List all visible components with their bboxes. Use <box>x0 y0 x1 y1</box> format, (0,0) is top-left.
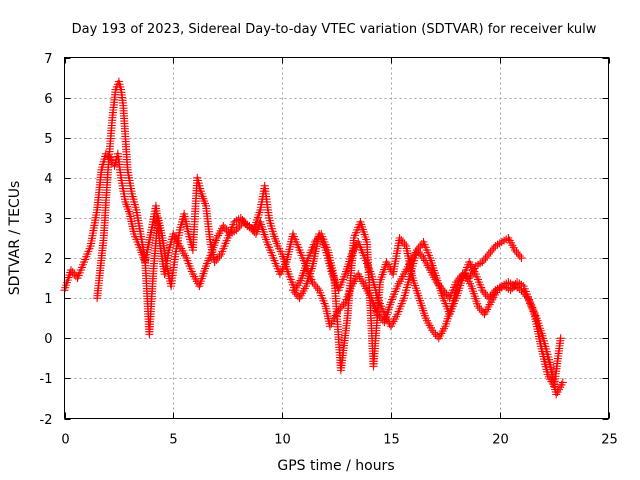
data-point <box>215 252 224 261</box>
x-tick-label: 10 <box>274 433 291 448</box>
data-point <box>339 300 348 309</box>
data-point <box>311 282 320 291</box>
data-point <box>517 254 526 263</box>
data-point <box>398 238 407 247</box>
data-point <box>68 268 77 277</box>
y-tick-label: -2 <box>40 413 53 428</box>
data-point <box>416 250 425 259</box>
data-point <box>514 250 523 259</box>
y-tick-label: 5 <box>44 132 52 147</box>
x-tick-label: 5 <box>169 433 177 448</box>
data-point <box>397 236 406 245</box>
axis-ticks <box>64 57 610 420</box>
data-point <box>522 292 531 301</box>
data-point <box>477 306 486 315</box>
data-point <box>236 213 245 222</box>
data-point <box>520 290 529 299</box>
data-point <box>220 223 229 232</box>
data-point <box>219 221 228 230</box>
data-point <box>240 217 249 226</box>
y-axis-label: SDTVAR / TECUs <box>7 181 23 296</box>
data-point <box>510 246 519 255</box>
x-tick-label: 20 <box>492 433 509 448</box>
data-point <box>210 258 219 267</box>
data-point <box>517 286 526 295</box>
data-point <box>400 240 409 249</box>
y-tick-label: 2 <box>44 252 52 267</box>
data-point <box>429 328 438 337</box>
data-point <box>512 248 521 257</box>
data-point <box>238 215 247 224</box>
x-tick-label: 25 <box>601 433 618 448</box>
data-point <box>310 280 319 289</box>
data-point <box>489 288 498 297</box>
data-point <box>336 304 345 313</box>
y-tick-label: 0 <box>44 332 52 347</box>
x-axis-label: GPS time / hours <box>277 458 394 474</box>
data-point <box>213 254 222 263</box>
data-point <box>479 288 488 297</box>
data-point <box>313 284 322 293</box>
data-point <box>488 290 497 299</box>
data-point <box>484 294 493 303</box>
plot-frame <box>64 57 609 419</box>
data-point <box>431 330 440 339</box>
data-point <box>486 248 495 257</box>
data-point <box>442 290 451 299</box>
data-point <box>558 378 567 387</box>
grid-lines <box>64 57 609 419</box>
data-point <box>478 286 487 295</box>
data-point <box>481 254 490 263</box>
data-point <box>413 246 422 255</box>
data-point <box>506 286 515 295</box>
data-point <box>235 221 244 230</box>
y-tick-label: 4 <box>44 172 52 187</box>
data-point <box>475 304 484 313</box>
data-point <box>488 246 497 255</box>
data-point <box>515 252 524 261</box>
data-point <box>290 288 299 297</box>
data-point <box>519 288 528 297</box>
data-point <box>478 258 487 267</box>
y-tick-label: -1 <box>40 372 53 387</box>
data-point <box>288 286 297 295</box>
data-point <box>486 292 495 301</box>
data-points <box>60 77 567 399</box>
data-point <box>417 252 426 261</box>
chart-title: Day 193 of 2023, Sidereal Day-to-day VTE… <box>72 22 597 37</box>
data-point <box>234 223 243 232</box>
data-point <box>70 270 79 279</box>
data-point <box>67 266 76 275</box>
data-point <box>395 234 404 242</box>
y-tick-label: 6 <box>44 92 52 107</box>
data-point <box>308 278 317 287</box>
data-point <box>241 219 250 228</box>
x-tick-label: 15 <box>383 433 400 448</box>
data-point <box>483 252 492 261</box>
data-point <box>292 290 301 299</box>
y-tick-label: 1 <box>44 292 52 307</box>
data-point <box>428 326 437 335</box>
x-tick-labels: 0 5 10 15 20 25 <box>61 433 617 448</box>
x-tick-label: 0 <box>61 433 69 448</box>
data-point <box>479 256 488 265</box>
data-point <box>473 302 482 311</box>
data-point <box>484 250 493 259</box>
data-point <box>556 334 565 343</box>
data-point <box>489 244 498 253</box>
y-tick-label: 3 <box>44 212 52 227</box>
data-point <box>212 256 221 265</box>
y-tick-label: 7 <box>44 52 52 67</box>
y-tick-labels: -2 -1 0 1 2 3 4 5 6 7 <box>40 52 53 428</box>
data-point <box>416 242 425 251</box>
data-point <box>414 244 423 253</box>
